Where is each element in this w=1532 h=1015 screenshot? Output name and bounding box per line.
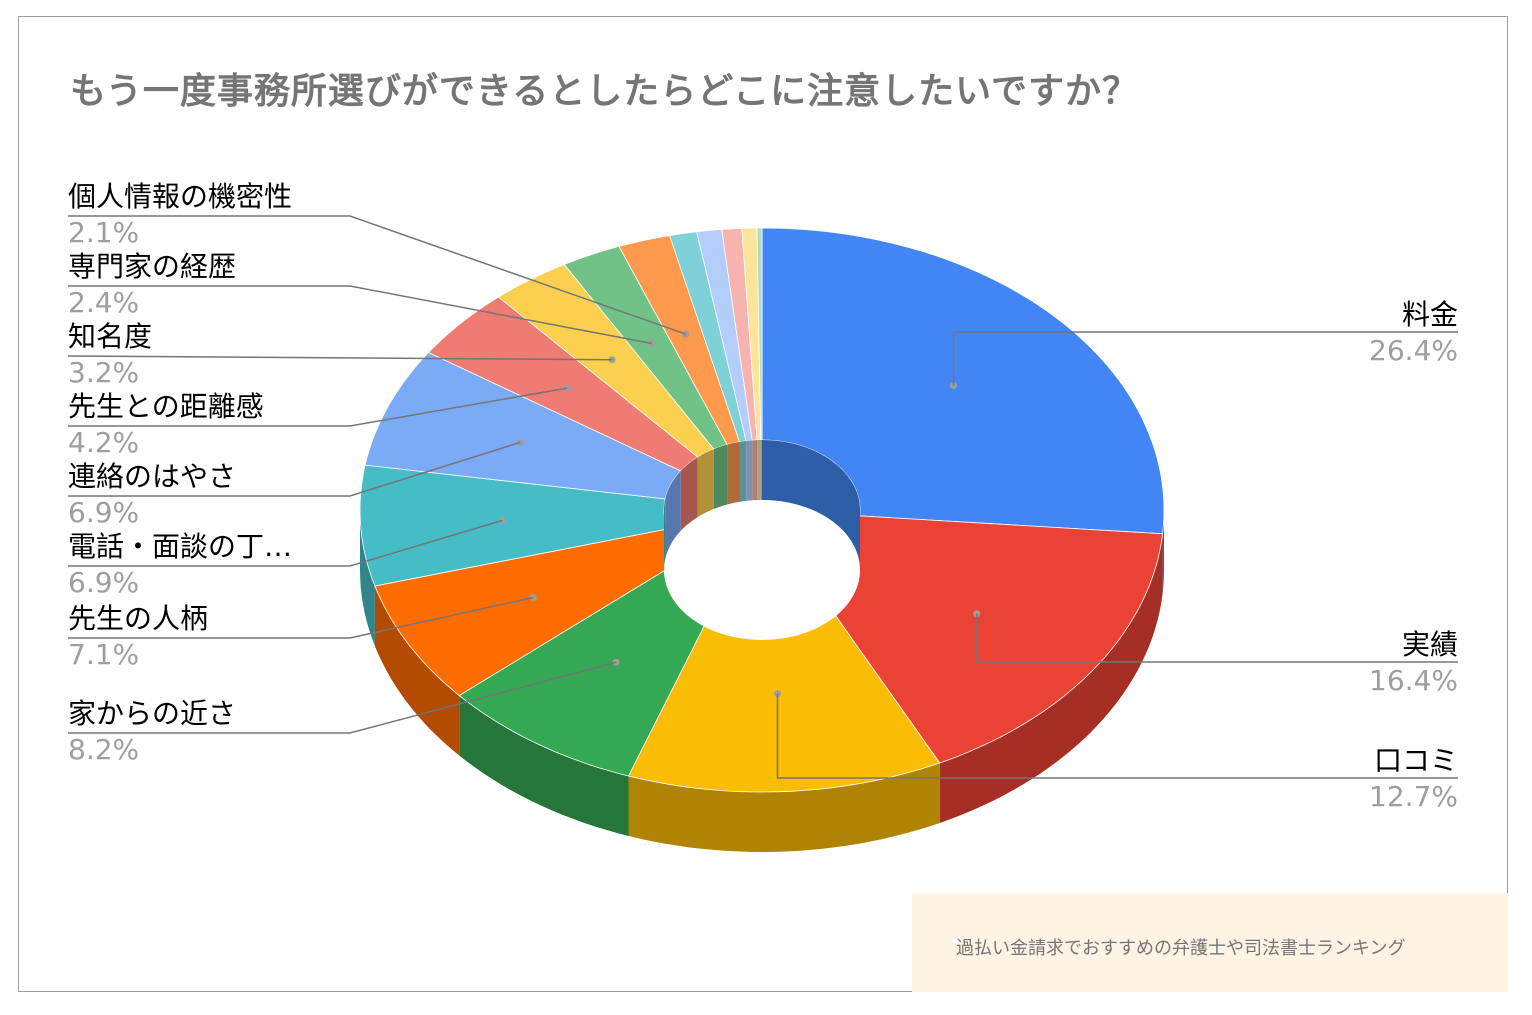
slice-value-8: 3.2% xyxy=(68,356,139,389)
slice-label-6: 連絡のはやさ xyxy=(68,460,236,493)
leader-line-9 xyxy=(68,285,652,345)
slice-value-9: 2.4% xyxy=(68,286,139,319)
location-pin-icon xyxy=(952,938,958,944)
slice-inner-8-0 xyxy=(697,449,714,518)
slice-value-0: 26.4% xyxy=(1369,334,1458,367)
chart-title: もう一度事務所選びができるとしたらどこに注意したいですか？ xyxy=(70,71,1140,112)
leader-line-4 xyxy=(68,596,534,639)
leader-line-8 xyxy=(67,355,613,361)
slice-inner-5-0 xyxy=(664,498,666,570)
pie-inner-walls xyxy=(664,440,860,640)
slice-value-4: 7.1% xyxy=(68,638,139,671)
pie-slices xyxy=(359,227,1165,793)
slice-label-10: 個人情報の機密性 xyxy=(68,180,292,213)
slice-inner-11-0 xyxy=(739,440,747,502)
slice-label-1: 実績 xyxy=(1402,628,1458,661)
slice-value-6: 6.9% xyxy=(68,496,139,529)
slice-label-4: 先生の人柄 xyxy=(68,602,208,635)
slice-side-5 xyxy=(360,510,375,646)
leader-line-3 xyxy=(68,661,617,734)
leader-line-10 xyxy=(68,215,686,335)
slice-inner-0-0 xyxy=(762,440,860,570)
slice-inner-9-0 xyxy=(713,444,728,510)
pie-side-walls xyxy=(360,510,1164,852)
slice-side-2 xyxy=(628,763,940,852)
slice-label-9: 専門家の経歴 xyxy=(68,250,236,283)
slice-value-5: 6.9% xyxy=(68,566,139,599)
slice-inner-12-0 xyxy=(746,440,753,501)
slice-inner-6-0 xyxy=(665,470,681,559)
slice-label-7: 先生との距離感 xyxy=(68,390,264,423)
slice-label-5: 電話・面談の丁… xyxy=(68,530,292,563)
watermark-text: 過払い金請求でおすすめの弁護士や司法書士ランキング xyxy=(956,938,1406,959)
slice-label-3: 家からの近さ xyxy=(68,697,236,730)
slice-value-7: 4.2% xyxy=(68,426,139,459)
slice-inner-15-0 xyxy=(760,440,762,500)
leader-line-2 xyxy=(776,693,1458,779)
slice-side-1 xyxy=(939,533,1163,823)
slice-inner-7-0 xyxy=(680,457,698,531)
leader-line-5 xyxy=(68,519,503,567)
leader-line-7 xyxy=(68,387,568,427)
slice-label-0: 料金 xyxy=(1402,298,1458,331)
slice-label-2: 口コミ xyxy=(1374,744,1458,777)
slice-value-2: 12.7% xyxy=(1369,780,1458,813)
slice-value-3: 8.2% xyxy=(68,733,139,766)
watermark-box xyxy=(912,893,1508,992)
leader-line-0 xyxy=(952,331,1458,386)
slice-inner-10-0 xyxy=(727,441,740,505)
leader-line-1 xyxy=(976,613,1458,663)
leader-line-6 xyxy=(68,441,521,497)
slice-value-1: 16.4% xyxy=(1369,664,1458,697)
slice-inner-13-0 xyxy=(752,440,758,501)
slice-side-3 xyxy=(459,695,629,836)
slice-label-8: 知名度 xyxy=(68,320,152,353)
slice-value-10: 2.1% xyxy=(68,216,139,249)
donut-hole xyxy=(664,500,860,640)
slice-inner-14-0 xyxy=(757,440,761,501)
